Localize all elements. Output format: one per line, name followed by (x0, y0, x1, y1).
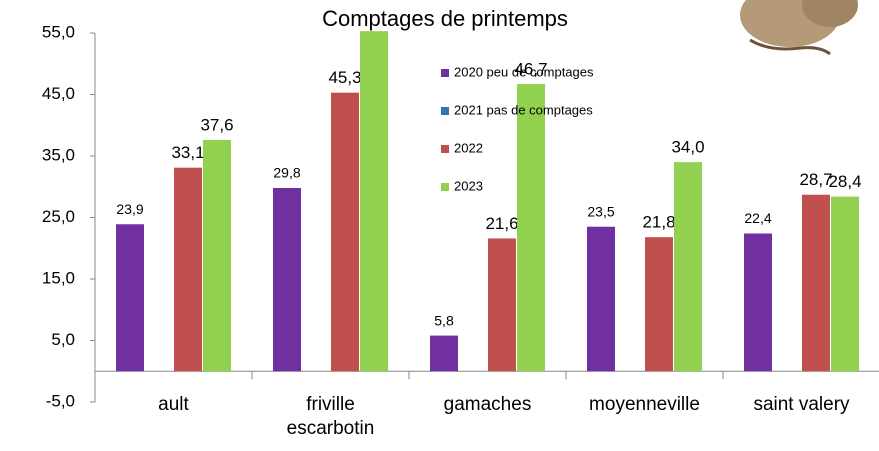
y-tick-label: 25,0 (42, 207, 75, 226)
bar (116, 224, 144, 371)
x-tick-label: ault (104, 393, 244, 417)
legend-label: 2021 pas de comptages (454, 102, 593, 117)
data-label: 34,0 (671, 138, 704, 157)
x-tick-label: moyenneville (575, 393, 715, 417)
chart-title: Comptages de printemps (322, 6, 568, 31)
bar (331, 93, 359, 372)
legend-label: 2020 peu de comptages (454, 64, 594, 79)
data-label: 28,4 (828, 172, 861, 191)
data-label: 45,3 (328, 68, 361, 87)
data-label: 23,5 (587, 203, 614, 219)
data-label: 21,8 (642, 213, 675, 232)
y-tick-label: 15,0 (42, 268, 75, 287)
data-label: 23,9 (116, 201, 143, 217)
chart: Comptages de printemps -5,0 5,0 15,0 25,0 35… (0, 0, 879, 451)
data-label: 5,8 (434, 312, 454, 328)
bar (674, 162, 702, 371)
bar (430, 336, 458, 372)
data-label: 33,1 (171, 143, 204, 162)
bar (802, 195, 830, 372)
data-label: 29,8 (273, 165, 300, 181)
bar (488, 238, 516, 371)
y-tick-label: 45,0 (42, 84, 75, 103)
legend-swatch (441, 145, 449, 153)
bar (587, 227, 615, 372)
bar (645, 237, 673, 371)
bar (744, 233, 772, 371)
page: Comptages de printemps -5,0 5,0 15,0 25,0 35… (0, 0, 879, 451)
bar (203, 140, 231, 371)
data-label: 22,4 (744, 210, 771, 226)
data-label: 21,6 (485, 214, 518, 233)
bar (517, 84, 545, 371)
x-tick-label: saint valery (732, 393, 872, 417)
y-tick-label: 5,0 (51, 330, 75, 349)
legend-swatch (441, 69, 449, 77)
data-label: 37,6 (200, 115, 233, 134)
y-tick-label: 35,0 (42, 145, 75, 164)
bar (174, 168, 202, 372)
x-tick-label: gamaches (418, 393, 558, 417)
y-tick-label: -5,0 (46, 391, 75, 410)
x-tick-label: friville escarbotin (261, 393, 401, 441)
legend-label: 2022 (454, 140, 483, 155)
legend-swatch (441, 107, 449, 115)
bar (831, 197, 859, 372)
bar (273, 188, 301, 371)
legend-label: 2023 (454, 178, 483, 193)
legend-swatch (441, 183, 449, 191)
bar (360, 31, 388, 371)
y-tick-label: 55,0 (42, 22, 75, 41)
rabbit-decoration (740, 0, 858, 54)
